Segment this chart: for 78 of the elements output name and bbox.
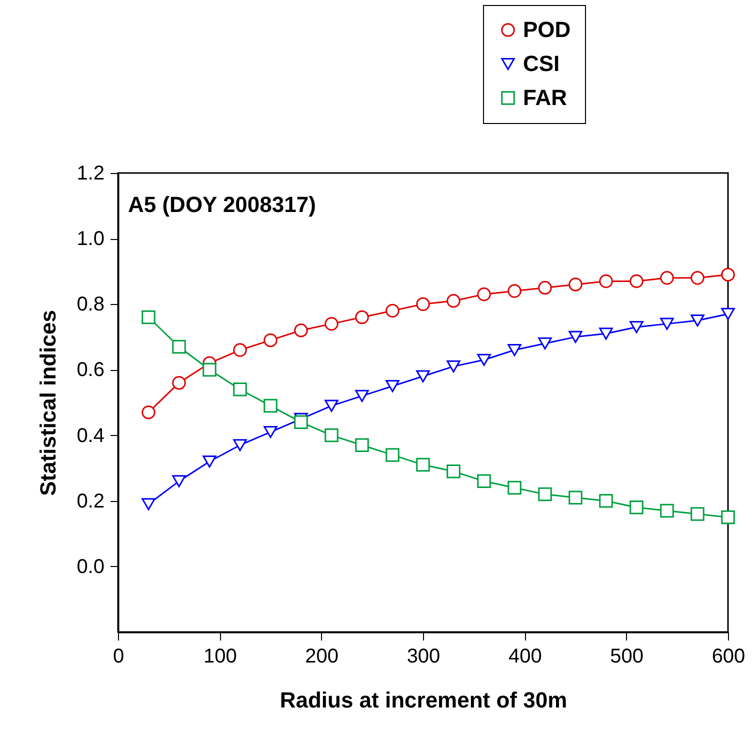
- point: [568, 278, 582, 292]
- point: [508, 344, 522, 356]
- y-tick-label: 1.2: [76, 162, 104, 184]
- point: [599, 328, 613, 340]
- point: [660, 504, 674, 518]
- point: [324, 316, 338, 331]
- point: [690, 271, 704, 285]
- x-axis-title: Radius at increment of 30m: [280, 688, 568, 712]
- point: [721, 268, 735, 282]
- point: [172, 376, 186, 390]
- x-tick-label: 400: [508, 646, 542, 668]
- point: [690, 507, 704, 521]
- point: [355, 438, 369, 452]
- point: [386, 448, 400, 462]
- point: [416, 458, 430, 472]
- point: [264, 426, 278, 438]
- point: [202, 455, 216, 468]
- point: [142, 498, 156, 510]
- x-tick-label: 0: [112, 646, 124, 668]
- point: [477, 474, 491, 488]
- point: [477, 354, 491, 366]
- point: [294, 415, 308, 430]
- point: [233, 439, 247, 452]
- x-tick-label: 600: [712, 646, 746, 668]
- point: [721, 510, 735, 524]
- point: [142, 405, 156, 420]
- y-tick-label: 0.4: [76, 424, 104, 447]
- point: [538, 337, 552, 350]
- point: [264, 333, 278, 348]
- point: [568, 330, 582, 343]
- point: [630, 500, 644, 514]
- point: [324, 400, 338, 412]
- point: [660, 318, 674, 330]
- point: [690, 314, 704, 327]
- point: [721, 308, 735, 320]
- point: [172, 340, 186, 354]
- point: [172, 475, 186, 488]
- point: [538, 280, 552, 295]
- x-tick-label: 500: [610, 646, 644, 668]
- y-tick-label: 0.0: [76, 556, 104, 578]
- point: [446, 294, 460, 308]
- point: [508, 284, 522, 298]
- point: [416, 370, 430, 382]
- x-tick-label: 200: [305, 646, 339, 668]
- legend-label: POD: [523, 17, 571, 42]
- point: [386, 380, 400, 392]
- x-tick-label: 300: [406, 646, 440, 668]
- y-tick-label: 1.0: [76, 228, 104, 250]
- point: [630, 274, 644, 288]
- point: [324, 428, 338, 442]
- point: [446, 360, 460, 372]
- y-tick-label: 0.2: [76, 490, 104, 512]
- point: [660, 271, 674, 285]
- point: [233, 343, 247, 357]
- annotation: A5 (DOY 2008317): [128, 192, 316, 217]
- point: [508, 480, 522, 495]
- point: [538, 487, 552, 502]
- legend-label: FAR: [523, 85, 568, 110]
- point: [599, 274, 613, 288]
- point: [630, 321, 644, 334]
- y-axis-title: Statistical indices: [36, 310, 61, 496]
- point: [355, 390, 369, 402]
- legend-label: CSI: [523, 51, 560, 76]
- point: [416, 297, 430, 312]
- point: [568, 490, 582, 504]
- point: [386, 304, 400, 318]
- point: [294, 324, 308, 338]
- point: [477, 287, 491, 302]
- point: [233, 382, 247, 396]
- point: [142, 310, 156, 324]
- point: [202, 362, 216, 377]
- point: [264, 398, 278, 413]
- point: [355, 310, 369, 324]
- point: [446, 464, 460, 478]
- x-tick-label: 100: [203, 646, 237, 668]
- y-tick-label: 0.6: [76, 359, 104, 382]
- point: [599, 494, 613, 508]
- y-tick-label: 0.8: [76, 294, 104, 316]
